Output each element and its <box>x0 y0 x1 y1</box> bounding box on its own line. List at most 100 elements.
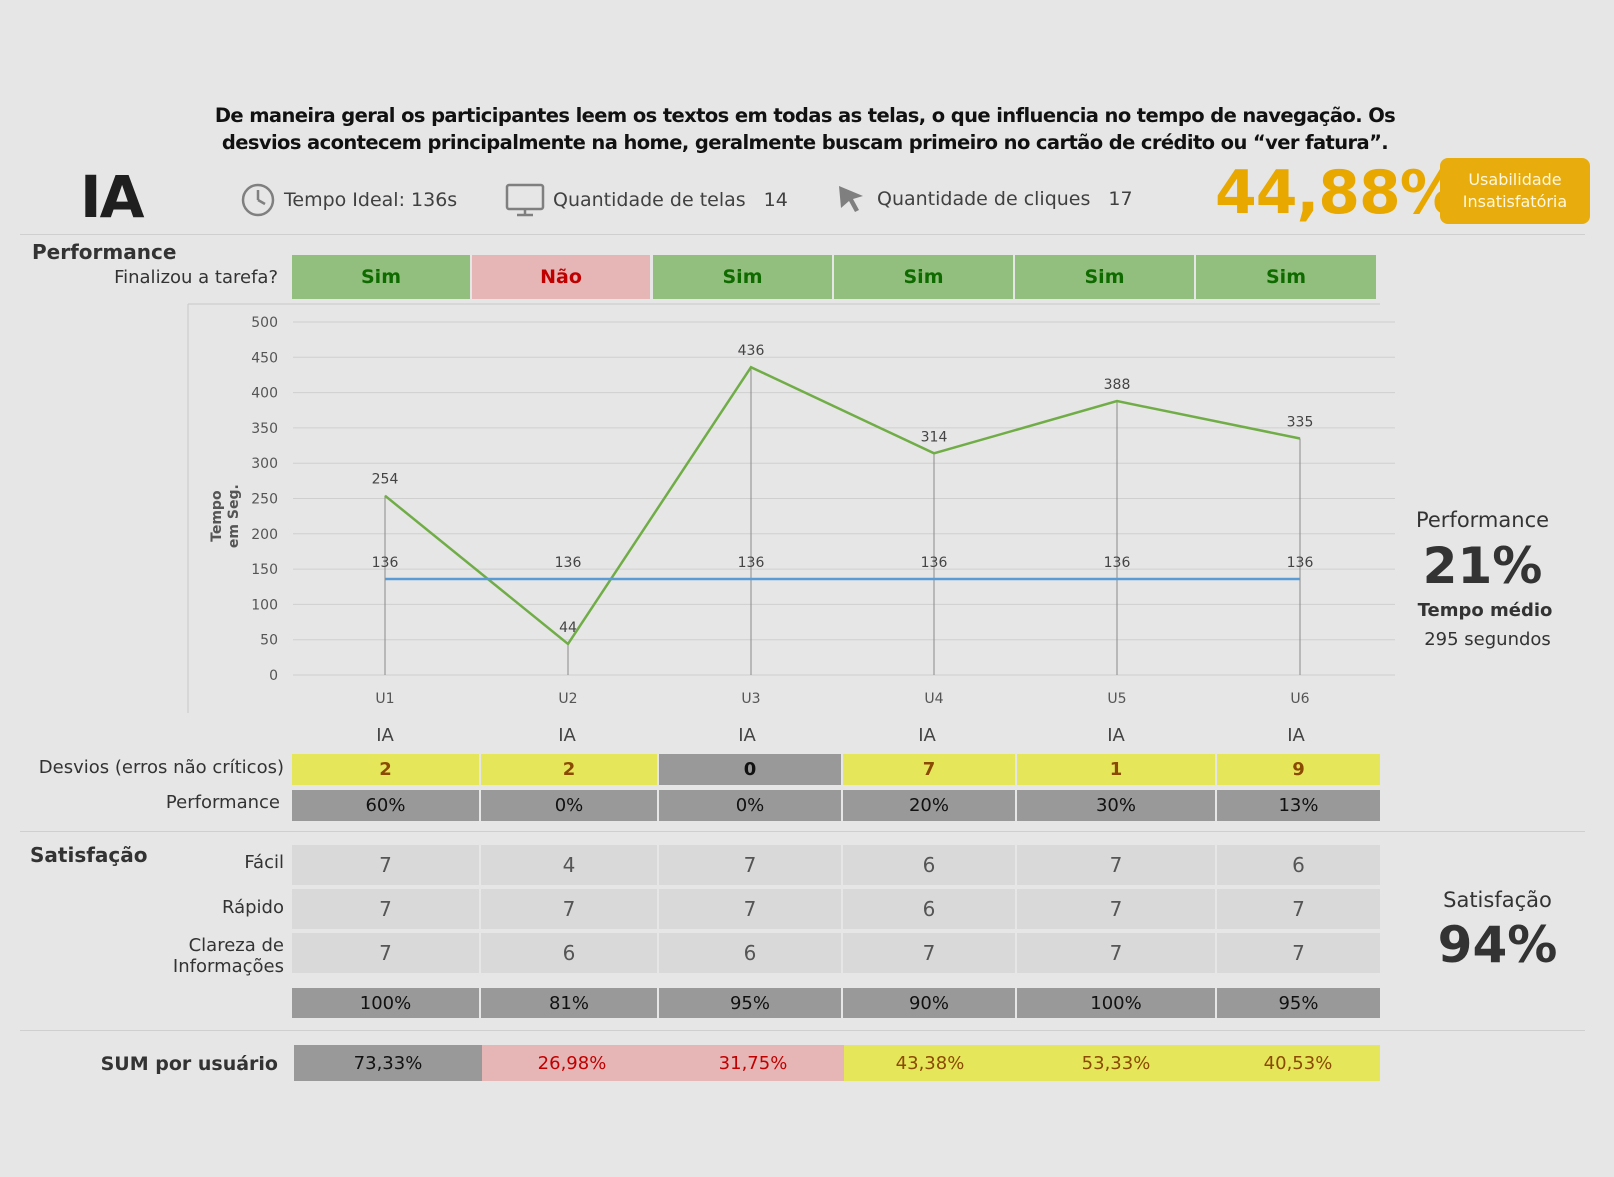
badge-line-2: Insatisfatória <box>1462 192 1568 211</box>
performance-cell: 20% <box>843 790 1015 821</box>
facil-cell: 6 <box>1217 845 1380 885</box>
y-tick-label: 0 <box>269 668 278 684</box>
satisfacao-side-title: Satisfação <box>1443 888 1552 912</box>
desvios-cell: 2 <box>481 754 657 785</box>
rapido-cell: 7 <box>292 889 479 929</box>
intro-text: De maneira geral os participantes leem o… <box>214 104 1396 154</box>
y-axis-label-line: em Seg. <box>226 484 242 548</box>
data-label: 44 <box>559 620 577 636</box>
telas-stat: Quantidade de telas 14 <box>505 182 788 218</box>
facil-label: Fácil <box>244 852 284 873</box>
clareza-cell: 6 <box>659 933 841 973</box>
desvios-label: Desvios (erros não críticos) <box>38 757 284 778</box>
finalizou-cell: Sim <box>292 255 470 299</box>
sum-cell: 53,33% <box>1016 1045 1216 1081</box>
rapido-cell: 7 <box>1017 889 1215 929</box>
performance-cell: 13% <box>1217 790 1380 821</box>
telas-label: Quantidade de telas <box>553 189 746 211</box>
sum-cell: 73,33% <box>294 1045 482 1081</box>
clareza-label: Clareza de Informações <box>140 935 284 977</box>
y-axis-label: Tempo em Seg. <box>209 484 242 548</box>
tempo-ideal-text: Tempo Ideal: 136s <box>284 189 458 211</box>
performance-section-title: Performance <box>32 240 177 264</box>
data-label: 314 <box>921 429 948 445</box>
rapido-cell: 6 <box>843 889 1015 929</box>
monitor-icon <box>505 183 545 217</box>
facil-cell: 4 <box>481 845 657 885</box>
y-tick-label: 50 <box>260 633 278 649</box>
y-tick-label: 150 <box>251 562 278 578</box>
data-label: 136 <box>738 555 765 571</box>
finalizou-cell: Sim <box>834 255 1013 299</box>
x-tick-label: U2 <box>558 691 577 707</box>
data-label: 136 <box>555 555 582 571</box>
clareza-cell: 7 <box>1017 933 1215 973</box>
finalizou-cell: Sim <box>1015 255 1194 299</box>
usability-badge: Usabilidade Insatisfatória <box>1440 158 1590 224</box>
x-tick-label: U1 <box>375 691 394 707</box>
performance-label: Performance <box>165 792 280 813</box>
rapido-label: Rápido <box>221 897 284 918</box>
x-tick-label: U6 <box>1290 691 1309 707</box>
tempo-medio-value: 295 segundos <box>1424 629 1551 650</box>
ia-label: IA <box>1107 725 1125 746</box>
y-tick-label: 300 <box>251 456 278 472</box>
x-tick-label: U3 <box>741 691 760 707</box>
time-chart: 0 50 100 150 200 250 300 350 400 450 500 254 44 436 31… <box>187 303 1395 713</box>
satisfacao-total-cell: 81% <box>481 988 657 1018</box>
y-axis-label-line: Tempo <box>209 490 225 542</box>
x-tick-label: U5 <box>1107 691 1126 707</box>
desvios-cell: 0 <box>659 754 841 785</box>
clareza-cell: 7 <box>843 933 1015 973</box>
ia-label: IA <box>376 725 394 746</box>
ia-label: IA <box>918 725 936 746</box>
performance-side-value: 21% <box>1422 537 1543 595</box>
page-title: IA <box>80 163 144 231</box>
rapido-cell: 7 <box>659 889 841 929</box>
clock-icon <box>241 183 275 217</box>
tempo-ideal-stat: Tempo Ideal: 136s <box>240 182 457 218</box>
divider <box>20 1030 1585 1031</box>
data-label: 335 <box>1287 414 1314 430</box>
clareza-label-line-2: Informações <box>172 956 284 977</box>
cliques-value: 17 <box>1108 188 1133 210</box>
sum-label: SUM por usuário <box>100 1053 278 1075</box>
satisfacao-total-cell: 100% <box>292 988 479 1018</box>
desvios-cell: 2 <box>292 754 479 785</box>
data-label: 254 <box>372 472 399 488</box>
clareza-cell: 7 <box>292 933 479 973</box>
y-tick-label: 400 <box>251 386 278 402</box>
cliques-stat: Quantidade de cliques 17 <box>835 182 1133 216</box>
performance-cell: 0% <box>481 790 657 821</box>
satisfacao-total-cell: 95% <box>1217 988 1380 1018</box>
performance-side-title: Performance <box>1415 508 1550 532</box>
finalizou-cell: Sim <box>653 255 832 299</box>
ia-label: IA <box>1287 725 1305 746</box>
facil-cell: 7 <box>659 845 841 885</box>
rapido-cell: 7 <box>481 889 657 929</box>
data-label: 136 <box>1104 555 1131 571</box>
performance-cell: 30% <box>1017 790 1215 821</box>
clareza-cell: 6 <box>481 933 657 973</box>
data-label: 136 <box>372 555 399 571</box>
desvios-cell: 1 <box>1017 754 1215 785</box>
divider <box>20 831 1585 832</box>
facil-cell: 7 <box>292 845 479 885</box>
clareza-label-line-1: Clareza de <box>188 935 284 956</box>
sum-cell: 31,75% <box>662 1045 844 1081</box>
finalizou-cell: Não <box>472 255 650 299</box>
desvios-cell: 9 <box>1217 754 1380 785</box>
desvios-cell: 7 <box>843 754 1015 785</box>
divider <box>20 234 1585 235</box>
performance-cell: 0% <box>659 790 841 821</box>
data-label: 136 <box>1287 555 1314 571</box>
satisfacao-total-cell: 90% <box>843 988 1015 1018</box>
y-tick-label: 250 <box>251 492 278 508</box>
satisfacao-side-value: 94% <box>1437 916 1558 974</box>
cliques-label: Quantidade de cliques <box>877 188 1091 210</box>
y-tick-label: 500 <box>251 315 278 331</box>
sum-cell: 40,53% <box>1216 1045 1380 1081</box>
facil-cell: 6 <box>843 845 1015 885</box>
telas-value: 14 <box>763 189 788 211</box>
ia-label: IA <box>558 725 576 746</box>
